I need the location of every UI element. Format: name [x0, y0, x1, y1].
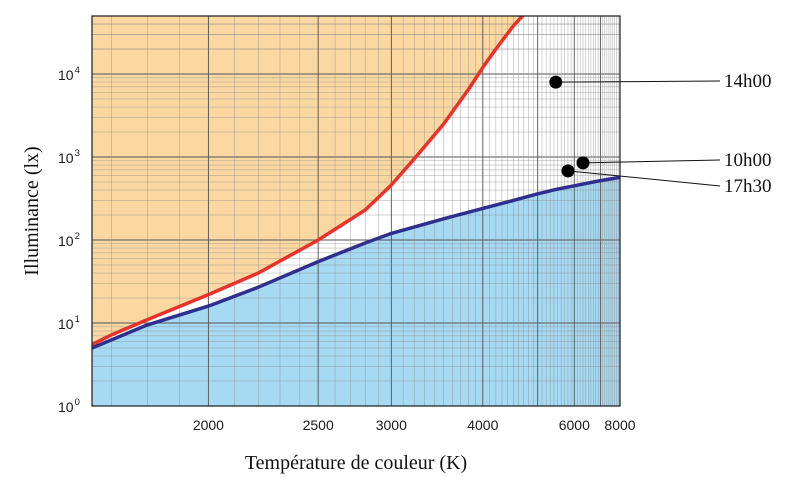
measurement-point	[576, 156, 590, 170]
point-leader-line	[555, 80, 721, 83]
y-tick-label: 102	[58, 231, 80, 249]
x-tick-label: 8000	[604, 417, 635, 433]
measurement-point	[549, 75, 563, 89]
y-axis-title: Illuminance (lx)	[21, 146, 43, 275]
point-leader-line	[567, 170, 721, 187]
y-tick-label: 101	[58, 314, 80, 332]
x-axis-title: Température de couleur (K)	[245, 452, 467, 474]
measurement-points: 14h00 10h00 17h30	[549, 71, 772, 197]
x-tick-label: 4000	[467, 417, 498, 433]
x-tick-label: 2000	[193, 417, 224, 433]
y-tick-label: 100	[58, 397, 80, 415]
measurement-point	[561, 164, 575, 178]
upper-boundary-curve	[92, 16, 525, 347]
x-tick-labels: 2000 2500 3000 4000 6000 8000	[193, 417, 636, 433]
data-series	[92, 16, 620, 350]
y-tick-labels: 100 101 102 103 104	[58, 65, 80, 415]
plot-frame	[91, 15, 621, 407]
point-label: 17h30	[724, 176, 772, 197]
grid-lines	[92, 16, 620, 406]
x-tick-label: 6000	[559, 417, 590, 433]
point-leader-line	[582, 159, 721, 164]
x-tick-label: 3000	[376, 417, 407, 433]
point-label: 14h00	[724, 71, 772, 92]
y-tick-label: 104	[58, 65, 80, 83]
shaded-regions	[92, 16, 620, 406]
x-tick-label: 2500	[303, 417, 334, 433]
y-tick-label: 103	[58, 148, 80, 166]
upper-region-fill	[92, 16, 523, 345]
lower-boundary-curve	[92, 175, 620, 350]
lower-region-fill	[92, 177, 620, 406]
point-label: 10h00	[724, 150, 772, 171]
